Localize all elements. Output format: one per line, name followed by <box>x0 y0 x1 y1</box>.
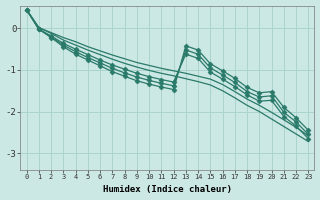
X-axis label: Humidex (Indice chaleur): Humidex (Indice chaleur) <box>103 185 232 194</box>
